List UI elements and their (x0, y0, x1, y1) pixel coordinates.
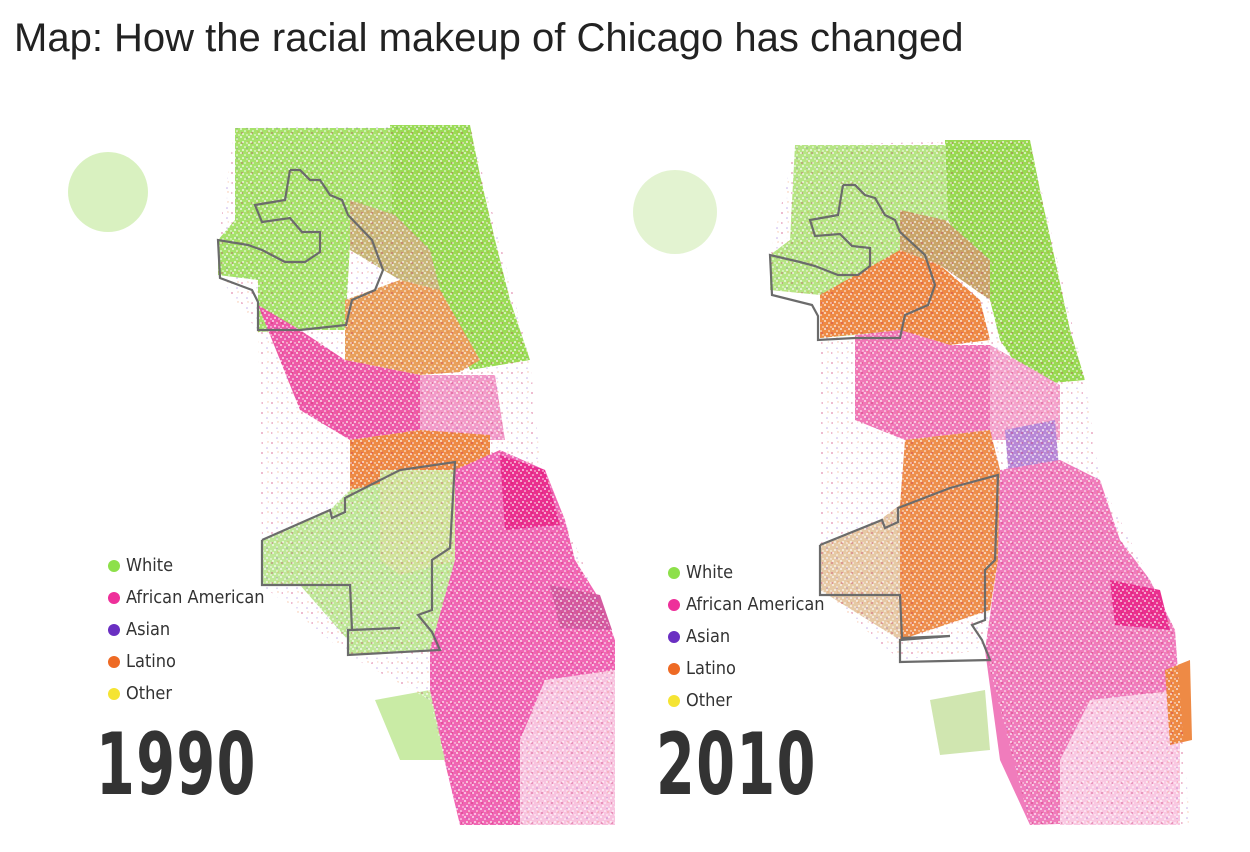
asian-dot-icon (108, 624, 120, 636)
ohare-area-1990 (68, 152, 148, 232)
legend-2010: White African American Asian Latino Othe… (668, 557, 825, 717)
legend-item-african-american: African American (108, 582, 265, 614)
legend-label: White (686, 562, 734, 583)
legend-label: Other (126, 683, 172, 704)
white-dot-icon (668, 567, 680, 579)
legend-item-latino: Latino (668, 653, 825, 685)
other-dot-icon (108, 688, 120, 700)
legend-label: White (126, 555, 174, 576)
page-title: Map: How the racial makeup of Chicago ha… (14, 16, 964, 60)
ohare-area-2010 (633, 170, 717, 254)
legend-item-asian: Asian (108, 614, 265, 646)
legend-label: Latino (126, 651, 176, 672)
boundary-north-1990 (216, 168, 385, 332)
legend-label: Asian (686, 626, 731, 647)
latino-dot-icon (108, 656, 120, 668)
legend-item-asian: Asian (668, 621, 825, 653)
legend-item-other: Other (668, 685, 825, 717)
map-2010 (633, 140, 1192, 825)
white-dot-icon (108, 560, 120, 572)
map-1990 (68, 125, 615, 825)
year-label-1990: 1990 (96, 715, 257, 815)
legend-label: African American (686, 594, 825, 615)
boundary-southwest-1990 (260, 460, 457, 657)
boundary-north-2010 (768, 183, 937, 342)
latino-dot-icon (668, 663, 680, 675)
legend-item-white: White (108, 550, 265, 582)
legend-item-white: White (668, 557, 825, 589)
legend-item-african-american: African American (668, 589, 825, 621)
legend-item-latino: Latino (108, 646, 265, 678)
asian-dot-icon (668, 631, 680, 643)
african-american-dot-icon (108, 592, 120, 604)
african-american-dot-icon (668, 599, 680, 611)
legend-item-other: Other (108, 678, 265, 710)
legend-label: Other (686, 690, 732, 711)
year-label-2010: 2010 (656, 715, 817, 815)
legend-label: Latino (686, 658, 736, 679)
legend-label: Asian (126, 619, 171, 640)
legend-label: African American (126, 587, 265, 608)
boundary-southwest-2010 (818, 473, 1000, 664)
other-dot-icon (668, 695, 680, 707)
legend-1990: White African American Asian Latino Othe… (108, 550, 265, 710)
